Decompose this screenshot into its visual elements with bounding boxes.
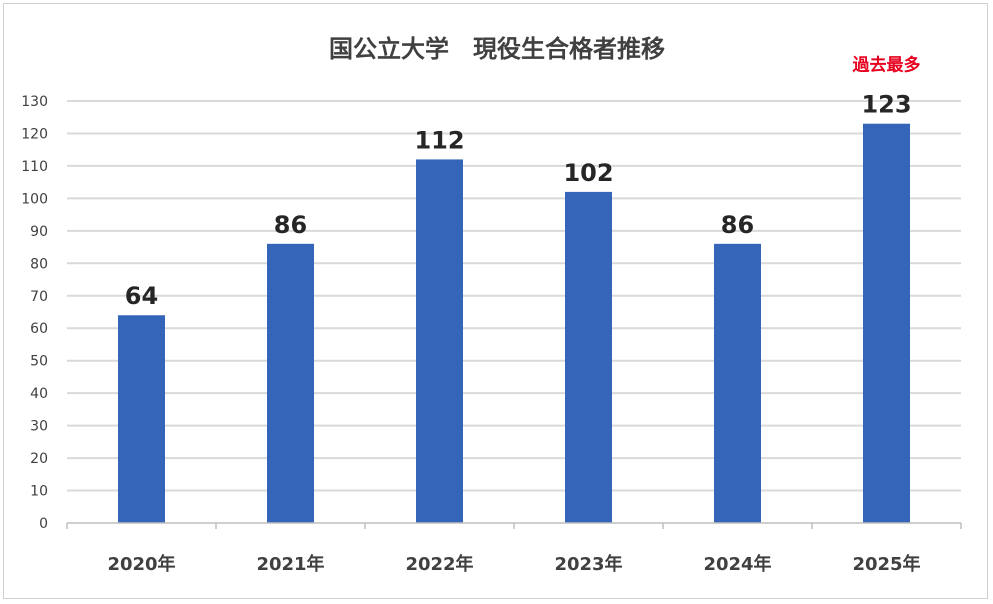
y-tick-label: 0	[39, 516, 48, 532]
x-category-label: 2024年	[703, 553, 771, 575]
bar	[565, 191, 612, 523]
y-tick-label: 80	[30, 256, 48, 272]
y-tick-label: 70	[30, 289, 48, 305]
data-label: 64	[125, 282, 158, 310]
y-tick-label: 30	[30, 419, 48, 435]
x-axis: 2020年 2021年 2022年 2023年 2024年 2025年	[66, 522, 962, 575]
chart-title: 国公立大学 現役生合格者推移	[329, 35, 665, 63]
y-tick-label: 130	[21, 94, 48, 110]
data-label: 102	[563, 159, 613, 187]
y-axis-ticks: 0 10 20 30 40 50 60 70 80 90 100 110 120 130	[21, 94, 48, 532]
data-labels: 64 86 112 102 86 123	[125, 91, 912, 311]
y-tick-label: 20	[30, 451, 48, 467]
y-tick-label: 120	[21, 126, 48, 142]
gridlines	[67, 100, 961, 492]
y-tick-label: 110	[21, 159, 48, 175]
bars	[118, 123, 910, 524]
bar	[267, 243, 314, 524]
y-tick-label: 40	[30, 386, 48, 402]
y-tick-label: 100	[21, 191, 48, 207]
x-category-label: 2021年	[256, 553, 324, 575]
x-category-label: 2023年	[554, 553, 622, 575]
y-tick-label: 90	[30, 224, 48, 240]
data-label: 86	[721, 211, 754, 239]
bar	[863, 123, 910, 523]
data-label: 123	[861, 91, 911, 119]
data-label: 86	[274, 211, 307, 239]
x-category-label: 2025年	[852, 553, 920, 575]
annotation-record-high: 過去最多	[853, 55, 921, 76]
data-label: 112	[414, 126, 464, 154]
y-tick-label: 60	[30, 321, 48, 337]
bar	[714, 243, 761, 524]
bar	[416, 159, 463, 523]
y-tick-label: 50	[30, 354, 48, 370]
y-tick-label: 10	[30, 484, 48, 500]
bar	[118, 315, 165, 523]
x-category-label: 2022年	[405, 553, 473, 575]
x-category-label: 2020年	[107, 553, 175, 575]
chart-frame	[3, 3, 988, 599]
